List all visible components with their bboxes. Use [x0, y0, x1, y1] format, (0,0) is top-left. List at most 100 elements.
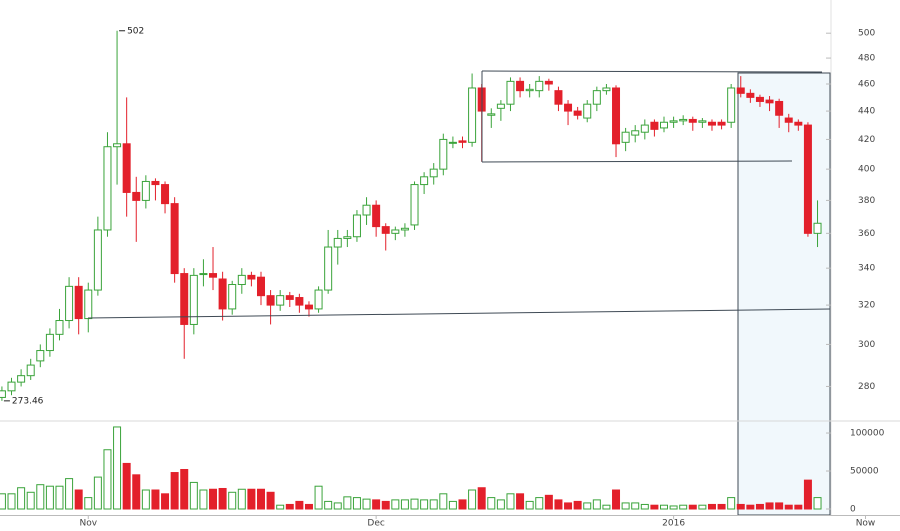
volume-bar [468, 489, 477, 510]
candle-body [765, 99, 774, 104]
x-tick-label: Dec [367, 519, 384, 529]
candle-body [679, 118, 688, 122]
volume-bar [237, 488, 246, 510]
volume-bar [592, 499, 601, 510]
volume-bar [113, 426, 122, 510]
y-tick-label: 340 [858, 264, 875, 274]
volume-bar [65, 478, 74, 510]
candle-body [496, 103, 505, 109]
volume-bar [372, 499, 381, 510]
volume-bar [525, 500, 534, 510]
volume-bar [650, 504, 659, 510]
candle-body [506, 80, 515, 105]
volume-bar [564, 502, 573, 510]
candle-body [266, 295, 275, 306]
candle-body [314, 289, 323, 310]
candle-body [151, 180, 160, 186]
candle-body [343, 236, 352, 239]
volume-bar [161, 493, 170, 510]
candle-body [141, 180, 150, 201]
volume-bar [352, 497, 361, 510]
candle-body [17, 375, 26, 383]
volume-bar [640, 503, 649, 510]
candle-body [381, 226, 390, 234]
y-tick-label: 380 [858, 196, 875, 206]
candle-body [362, 204, 371, 216]
volume-bar [141, 489, 150, 510]
y-tick-label: 400 [858, 165, 875, 175]
candle-body [612, 87, 621, 145]
volume-bar [391, 499, 400, 510]
support-line [87, 308, 831, 319]
volume-bar [276, 504, 285, 510]
candle-body [746, 92, 755, 98]
candle-body [218, 278, 227, 310]
candle-body [180, 273, 189, 325]
volume-bar [612, 489, 621, 510]
y-tick-label: 280 [858, 382, 875, 392]
y-tick-label: 360 [858, 229, 875, 239]
y-tick-label: 300 [858, 340, 875, 350]
volume-bar [45, 485, 54, 510]
volume-bar [487, 497, 496, 510]
volume-bar [544, 494, 553, 510]
volume-bar [755, 503, 764, 510]
volume-bar [813, 497, 822, 510]
candle-body [554, 90, 563, 105]
candle-body [247, 274, 256, 280]
candle-body [400, 227, 409, 231]
candle-body [602, 87, 611, 92]
volume-bar [554, 499, 563, 510]
volume-bar [324, 500, 333, 510]
candle-body [717, 121, 726, 126]
volume-bar [439, 493, 448, 510]
volume-bar [343, 496, 352, 510]
x-tick-label: 2016 [662, 519, 685, 529]
volume-bar [429, 499, 438, 510]
candle-body [103, 146, 112, 231]
y-tick-label: 440 [858, 107, 875, 117]
candle-body [736, 87, 745, 94]
candle-body [228, 284, 237, 310]
candle-body [755, 96, 764, 102]
candle-body [698, 120, 707, 123]
volume-bar [304, 503, 313, 510]
candle-body [660, 121, 668, 129]
volume-bar [17, 487, 26, 510]
range-bottom-line [481, 160, 793, 163]
candle-body [621, 131, 630, 143]
candle-body [65, 285, 74, 322]
volume-bar [736, 503, 745, 510]
candle-body [199, 273, 208, 276]
volume-bar [794, 504, 803, 510]
volume-bar [256, 488, 265, 510]
volume-bar [285, 503, 294, 510]
candle-body [26, 364, 35, 377]
volume-bar [602, 504, 611, 510]
y2-tick-label: 0 [850, 505, 856, 515]
volume-bar [218, 487, 227, 510]
volume-bar [727, 497, 736, 510]
volume-bar [400, 499, 409, 510]
candle-body [448, 141, 457, 144]
volume-bar [314, 485, 323, 510]
candle-body [324, 246, 333, 291]
y-tick-label: 320 [858, 301, 875, 311]
candle-body [132, 191, 141, 201]
candle-body [0, 390, 6, 398]
volume-bar [717, 503, 726, 510]
volume-bar [209, 488, 218, 510]
candle-body [669, 120, 678, 123]
y-tick-label: 500 [858, 29, 875, 39]
volume-bar [132, 474, 141, 510]
candle-body [775, 100, 784, 116]
volume-bar [784, 504, 793, 510]
candle-body [727, 87, 736, 123]
y-tick-label: 460 [858, 79, 875, 89]
candle-body [707, 121, 716, 126]
candle-body [784, 117, 793, 123]
candle-body [256, 276, 265, 297]
candle-body [650, 121, 659, 130]
volume-bar [295, 500, 304, 510]
volume-bar [84, 497, 93, 510]
